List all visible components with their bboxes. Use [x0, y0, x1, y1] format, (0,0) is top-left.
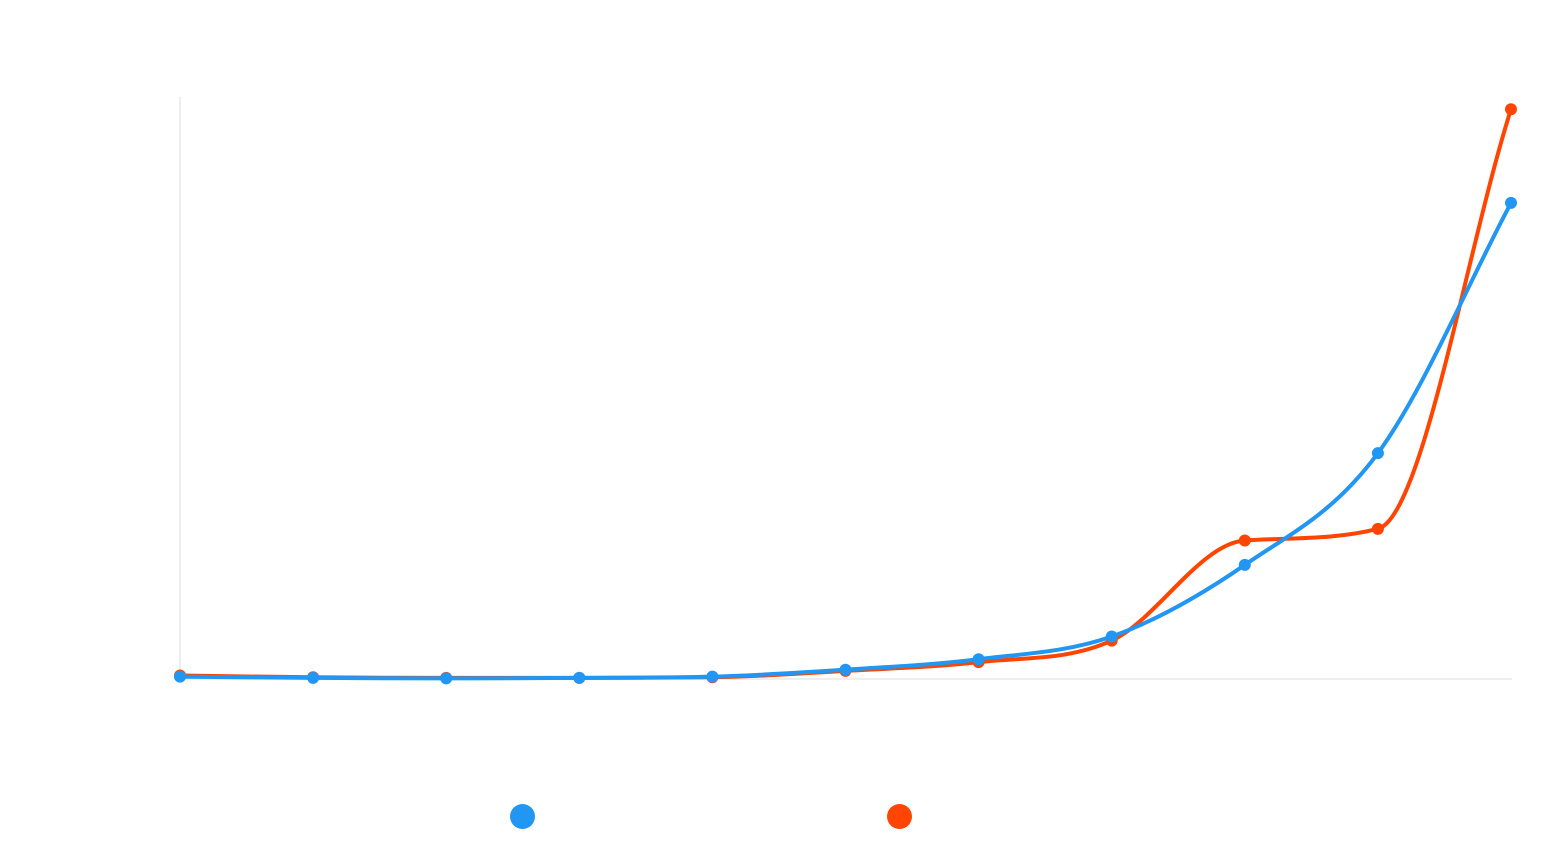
series-1 [174, 196, 1517, 685]
series-2-line [178, 107, 1513, 680]
series-2-point-10[interactable] [1371, 522, 1384, 535]
series-layer [174, 103, 1517, 685]
series-1-point-1[interactable] [174, 670, 186, 683]
series-1-point-10[interactable] [1371, 447, 1384, 460]
series-1-point-9[interactable] [1238, 558, 1251, 571]
series-1-point-2[interactable] [307, 671, 320, 684]
series-1-point-5[interactable] [706, 670, 719, 683]
series-2-point-9[interactable] [1238, 534, 1251, 547]
series-1-point-4[interactable] [573, 671, 586, 684]
legend-swatch-series-1 [510, 803, 535, 829]
legend [0, 798, 1564, 834]
legend-item-series-2[interactable] [887, 798, 922, 834]
series-1-point-7[interactable] [972, 653, 985, 666]
series-1-point-3[interactable] [440, 672, 453, 685]
legend-item-series-1[interactable] [510, 798, 545, 834]
series-2-point-11[interactable] [1505, 103, 1517, 116]
series-2 [174, 103, 1517, 684]
series-1-point-8[interactable] [1105, 630, 1118, 643]
series-1-line [178, 200, 1513, 681]
series-1-point-11[interactable] [1505, 196, 1517, 209]
series-1-point-6[interactable] [839, 663, 852, 676]
legend-swatch-series-2 [887, 803, 912, 829]
